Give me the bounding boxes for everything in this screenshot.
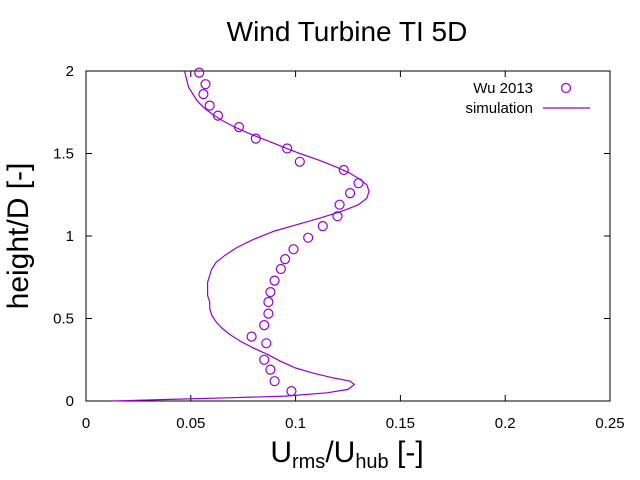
wu-2013-point: [204, 100, 215, 111]
wu-2013-point: [263, 308, 274, 319]
y-tick-label: 0.5: [53, 311, 74, 328]
legend-label-simulation: simulation: [465, 100, 533, 117]
legend-label-wu-2013: Wu 2013: [473, 80, 533, 97]
wu-2013-point: [263, 296, 274, 308]
wu-2013-point: [200, 79, 211, 90]
wu-2013-point: [334, 199, 345, 210]
wu-2013-point: [250, 133, 261, 144]
wu-2013-point: [265, 364, 276, 375]
x-tick-label: 0: [82, 415, 90, 432]
wu-2013-point: [280, 254, 291, 265]
wu-2013-point: [303, 232, 314, 243]
x-tick-label: 0.25: [595, 415, 624, 432]
wu-2013-point: [338, 164, 349, 176]
y-tick-label: 1.5: [53, 146, 74, 163]
wu-2013-point: [259, 320, 270, 331]
wu-2013-point: [269, 376, 280, 387]
wu-2013-point: [282, 143, 293, 154]
wu-2013-point: [261, 338, 272, 349]
wu-2013-point: [317, 221, 328, 232]
wu-2013-point: [345, 188, 356, 199]
y-tick-label: 0: [66, 393, 74, 410]
wu-2013-point: [275, 263, 286, 275]
x-axis-label: Urms/Uhub [-]: [270, 436, 423, 473]
wu-2013-point: [246, 331, 257, 342]
wu-2013-point: [286, 386, 297, 397]
legend: Wu 2013 simulation: [465, 80, 590, 117]
y-axis-label: height/D [-]: [2, 163, 35, 310]
wu-2013-point: [194, 67, 205, 78]
wu-2013-point: [288, 244, 299, 255]
chart-title: Wind Turbine TI 5D: [227, 16, 468, 47]
y-tick-label: 1: [66, 228, 74, 245]
x-tick-label: 0.2: [495, 415, 516, 432]
wu-2013-point: [269, 275, 280, 286]
legend-marker-wu-2013: [560, 82, 572, 94]
x-tick-label: 0.15: [386, 415, 415, 432]
x-tick-label: 0.05: [176, 415, 205, 432]
wu-2013-point: [332, 211, 343, 222]
x-tick-label: 0.1: [285, 415, 306, 432]
plot-frame: [85, 70, 611, 402]
wu-2013-point: [265, 287, 276, 298]
simulation-line: [111, 70, 370, 402]
y-tick-label: 2: [66, 63, 74, 80]
wu-2013-point: [198, 88, 209, 100]
wu-2013-point: [294, 156, 305, 167]
wu-2013-point: [259, 354, 270, 365]
